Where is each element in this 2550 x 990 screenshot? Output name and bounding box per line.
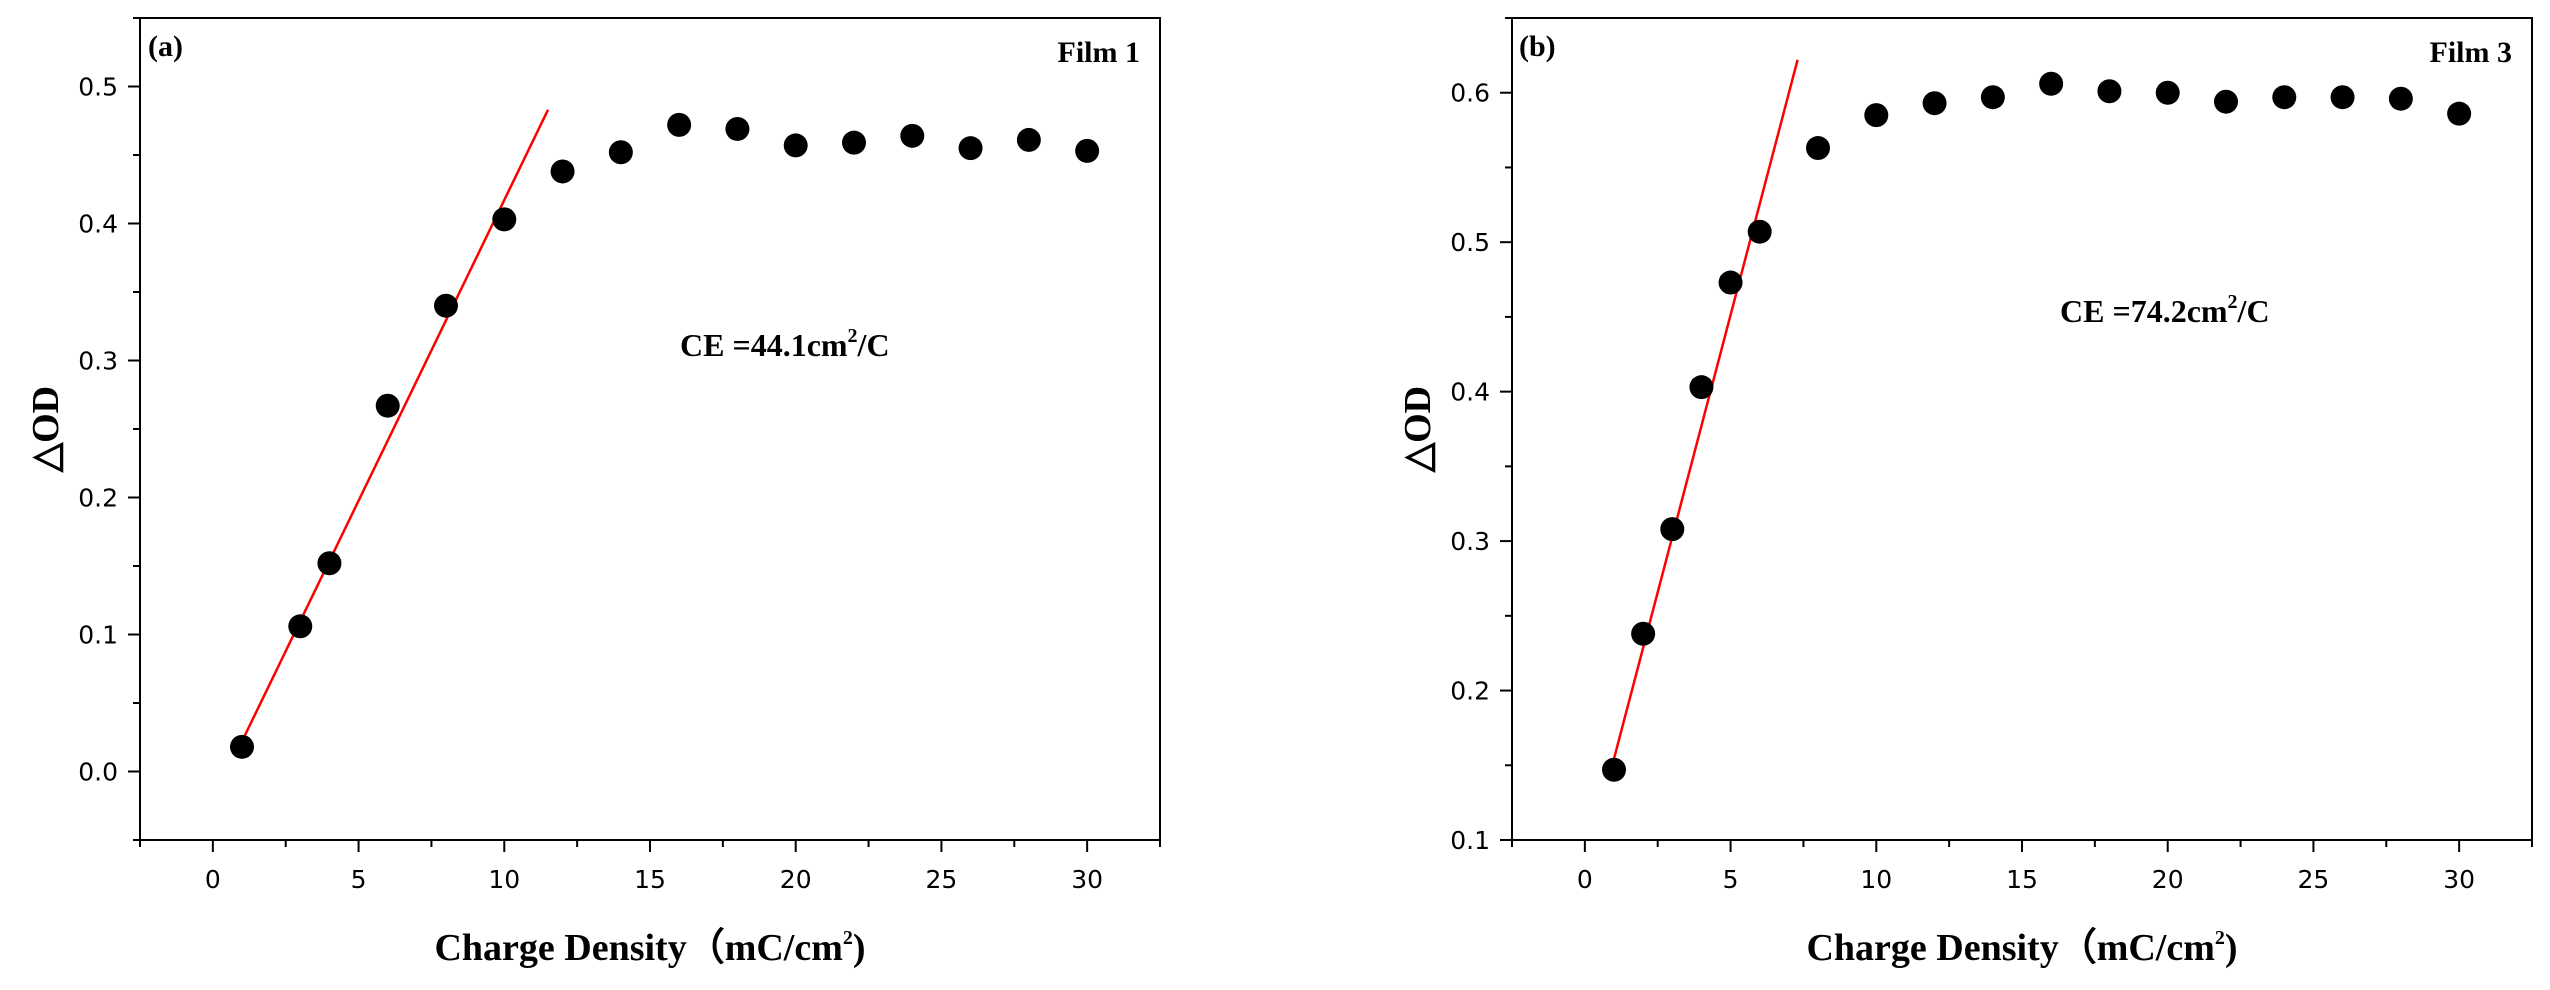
data-point xyxy=(2214,89,2238,114)
data-point xyxy=(667,112,692,137)
data-point xyxy=(1864,103,1889,128)
data-point xyxy=(1806,136,1830,161)
y-tick-label: 0.2 xyxy=(78,484,118,513)
y-axis-title: △OD xyxy=(25,386,67,473)
data-point xyxy=(1922,91,1947,116)
data-point xyxy=(492,207,517,232)
data-point xyxy=(1689,375,1714,400)
x-axis-title: Charge Density（mC/cm2) xyxy=(434,927,865,969)
y-tick-label: 0.4 xyxy=(78,210,118,239)
data-point xyxy=(2155,80,2180,105)
data-point xyxy=(1718,270,1743,295)
x-tick-label: 10 xyxy=(488,865,520,894)
data-point xyxy=(1075,138,1100,163)
y-tick-label: 0.5 xyxy=(1450,228,1490,257)
data-point xyxy=(550,159,575,184)
data-point xyxy=(783,133,808,158)
data-point xyxy=(1660,517,1685,542)
data-point xyxy=(2272,85,2297,110)
chart-panel-0: 0 5 10 15 20 25 30 0.0 0.1 0.2 0.3 0.4 0.5 (a) Film 1 C… xyxy=(25,17,1161,969)
x-axis-title: Charge Density（mC/cm2) xyxy=(1806,927,2237,969)
data-point xyxy=(2330,85,2355,110)
y-tick-label: 0.5 xyxy=(78,73,118,102)
data-point xyxy=(2097,79,2122,104)
x-tick-label: 15 xyxy=(2006,865,2038,894)
data-point xyxy=(958,136,983,161)
data-point xyxy=(1631,621,1656,646)
plot-frame xyxy=(139,17,1161,841)
x-tick-label: 25 xyxy=(926,865,958,894)
plot-frame xyxy=(1511,17,2533,841)
ce-annotation: CE =74.2cm2/C xyxy=(2060,291,2270,329)
film-label: Film 3 xyxy=(2430,36,2513,69)
data-point xyxy=(842,130,866,155)
data-point xyxy=(1747,219,1772,244)
y-tick-label: 0.4 xyxy=(1450,378,1490,407)
data-point xyxy=(2388,86,2413,111)
x-tick-label: 25 xyxy=(2298,865,2330,894)
data-point xyxy=(288,614,313,639)
data-point xyxy=(1602,757,1626,782)
data-point xyxy=(230,734,254,759)
chart-panel-1: 0 5 10 15 20 25 30 0.1 0.2 0.3 0.4 0.5 0.6 (b) Film 3 C… xyxy=(1397,17,2533,969)
y-tick-label: 0.0 xyxy=(78,758,118,787)
data-point xyxy=(608,140,633,165)
y-tick-label: 0.6 xyxy=(1450,79,1490,108)
x-tick-label: 15 xyxy=(634,865,666,894)
y-tick-label: 0.3 xyxy=(78,347,118,376)
y-tick-label: 0.1 xyxy=(78,621,118,650)
linear-fit-line xyxy=(240,109,550,742)
x-tick-label: 20 xyxy=(2152,865,2184,894)
x-tick-label: 30 xyxy=(1071,865,1103,894)
data-point xyxy=(317,551,342,576)
x-tick-label: 10 xyxy=(1860,865,1892,894)
data-point xyxy=(900,123,925,148)
x-tick-label: 0 xyxy=(1577,865,1593,894)
panel-label: (b) xyxy=(1519,30,1556,63)
y-tick-label: 0.3 xyxy=(1450,527,1490,556)
data-point xyxy=(1016,127,1041,152)
linear-fit-line xyxy=(1609,59,1799,771)
data-point xyxy=(725,116,750,141)
data-point xyxy=(2447,101,2472,126)
y-axis-title: △OD xyxy=(1397,386,1439,473)
data-point xyxy=(434,293,458,318)
x-tick-label: 20 xyxy=(780,865,812,894)
film-label: Film 1 xyxy=(1058,36,1141,69)
x-tick-label: 0 xyxy=(205,865,221,894)
data-point xyxy=(2039,71,2064,96)
x-tick-label: 30 xyxy=(2443,865,2475,894)
panel-label: (a) xyxy=(148,30,183,63)
ce-annotation: CE =44.1cm2/C xyxy=(680,325,890,363)
data-point xyxy=(375,393,400,418)
data-point xyxy=(1980,85,2005,110)
y-tick-label: 0.2 xyxy=(1450,677,1490,706)
y-tick-label: 0.1 xyxy=(1450,826,1490,855)
x-tick-label: 5 xyxy=(351,865,367,894)
x-tick-label: 5 xyxy=(1723,865,1739,894)
